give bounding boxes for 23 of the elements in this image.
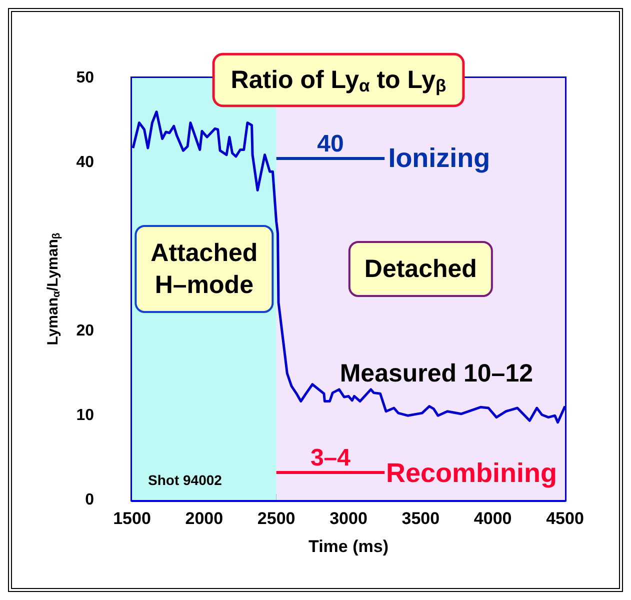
x-axis-title: Time (ms) [308,537,388,556]
x-tick-label: 2500 [257,509,296,528]
ref-line-label: 40 [317,130,344,158]
y-tick-label: 0 [85,492,94,508]
y-axis-title: Lymanα/Lymanβ [44,232,62,346]
x-tick-label: 1500 [113,509,151,528]
y-tick-label: 10 [76,407,94,424]
x-tick-label: 3500 [402,509,440,528]
band-label: Detached [364,255,477,283]
y-tick-label: 20 [76,322,94,340]
y-tick-label: 40 [76,154,94,171]
line-series [132,110,566,424]
ref-line-label: 3–4 [310,444,352,472]
annotation: Shot 94002 [148,472,222,488]
annotation: Ionizing [388,143,490,174]
x-tick-label: 2000 [185,509,224,528]
band-label: Attached H–mode [150,239,258,299]
x-tick-label: 3000 [330,509,368,528]
x-tick-label: 4500 [546,509,584,528]
annotation: Measured 10–12 [340,359,534,388]
y-tick-label: 50 [76,70,94,86]
x-tick-label: 4000 [474,509,512,528]
annotation: Recombining [386,458,558,488]
